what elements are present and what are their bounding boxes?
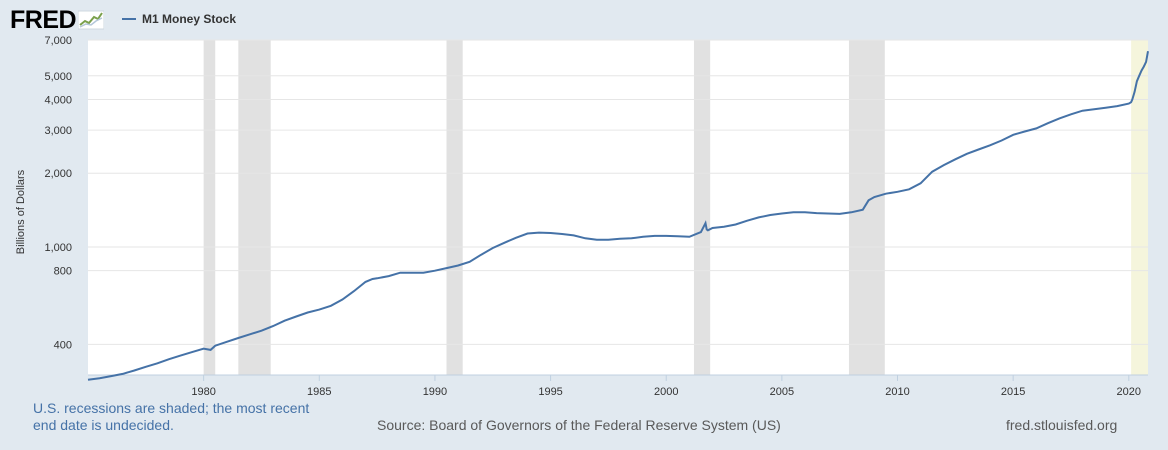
recession-band-0 — [203, 40, 216, 375]
x-tick-label-1980: 1980 — [191, 386, 215, 398]
legend-label: M1 Money Stock — [142, 12, 237, 26]
x-tick-label-2015: 2015 — [1001, 386, 1025, 398]
chart-trend-icon — [78, 10, 105, 30]
legend-swatch — [122, 18, 136, 20]
x-tick-label-2000: 2000 — [654, 386, 678, 398]
x-tick-label-2005: 2005 — [770, 386, 794, 398]
y-tick-label-1000: 1,000 — [44, 242, 72, 254]
source-credit: Source: Board of Governors of the Federa… — [377, 417, 781, 433]
recession-band-1 — [238, 40, 271, 375]
recession-band-2 — [446, 40, 463, 375]
y-tick-label-5000: 5,000 — [44, 71, 72, 83]
x-tick-label-2010: 2010 — [885, 386, 909, 398]
grid-lines — [88, 39, 1148, 345]
y-axis-ticks: 400 800 1,000 2,000 3,000 4,000 5,000 7,000 — [44, 35, 72, 351]
series-line-m1 — [87, 51, 1149, 381]
x-tick-label-2020: 2020 — [1117, 386, 1141, 398]
x-axis-ticks: 1980 1985 1990 1995 2000 2005 2010 2015 2020 — [191, 375, 1141, 398]
y-tick-label-2000: 2,000 — [44, 168, 72, 180]
y-tick-label-4000: 4,000 — [44, 95, 72, 107]
x-tick-label-1985: 1985 — [307, 386, 331, 398]
recession-band-3 — [693, 40, 711, 375]
y-tick-label-7000: 7,000 — [44, 35, 72, 47]
x-tick-label-1995: 1995 — [538, 386, 562, 398]
y-tick-label-800: 800 — [54, 266, 72, 278]
fred-logo-text: FRED — [10, 5, 77, 34]
fred-logo[interactable]: FRED — [10, 5, 105, 34]
chart-legend: M1 Money Stock — [122, 12, 236, 26]
m1-money-stock-chart: 400 800 1,000 2,000 3,000 4,000 5,000 7,000 198… — [15, 35, 1149, 398]
y-tick-label-400: 400 — [54, 339, 72, 351]
recession-band-4 — [848, 40, 885, 375]
y-axis-label: Billions of Dollars — [15, 169, 27, 254]
site-link[interactable]: fred.stlouisfed.org — [1006, 417, 1118, 433]
recession-shading — [203, 40, 1148, 375]
x-tick-label-1990: 1990 — [423, 386, 447, 398]
y-tick-label-3000: 3,000 — [44, 125, 72, 137]
recession-note: U.S. recessions are shaded; the most rec… — [33, 400, 310, 433]
recession-band-undecided — [1131, 40, 1148, 375]
